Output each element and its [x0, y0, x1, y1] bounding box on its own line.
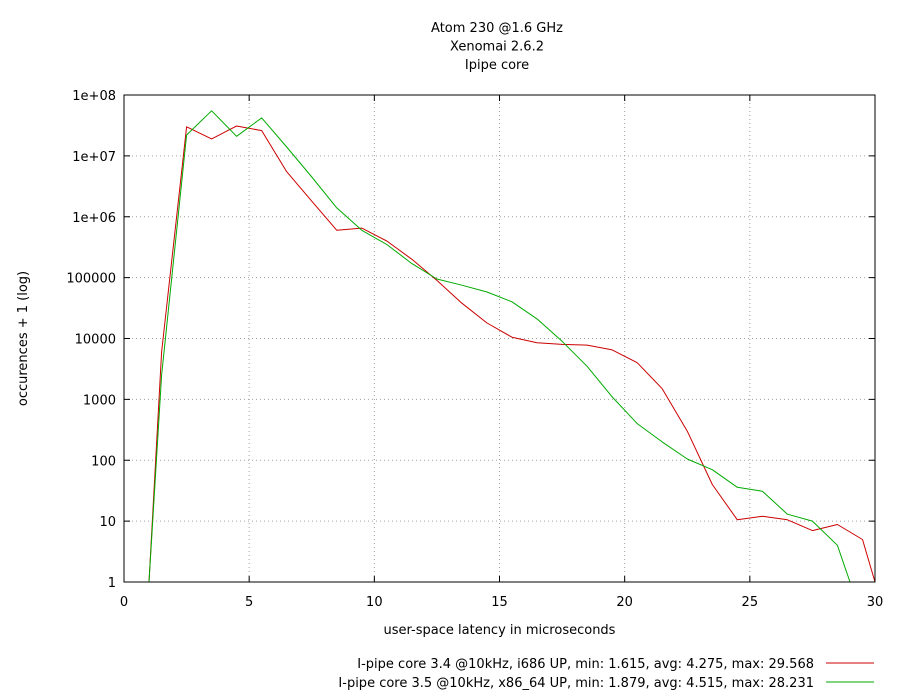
chart-series — [148, 110, 876, 583]
x-tick-label: 15 — [491, 595, 508, 610]
chart-title: Atom 230 @1.6 GHz Xenomai 2.6.2 Ipipe core — [431, 21, 563, 73]
y-tick-label: 1000 — [83, 393, 116, 408]
y-axis-label: occurences + 1 (log) — [16, 271, 31, 406]
chart-grid — [124, 95, 875, 582]
y-tick-label: 1e+06 — [72, 211, 116, 226]
x-axis-label: user-space latency in microseconds — [384, 623, 616, 638]
y-tick-label: 1e+07 — [72, 150, 116, 165]
y-tick-label: 1 — [108, 576, 116, 591]
series-line-2 — [148, 110, 851, 583]
x-tick-label: 30 — [867, 595, 884, 610]
title-line: Xenomai 2.6.2 — [450, 40, 544, 55]
y-tick-label: 10 — [99, 515, 116, 530]
title-line: Ipipe core — [465, 58, 529, 73]
chart-legend: I-pipe core 3.4 @10kHz, i686 UP, min: 1.… — [338, 657, 874, 691]
legend-entry-label: I-pipe core 3.4 @10kHz, i686 UP, min: 1.… — [357, 657, 814, 672]
x-tick-label: 10 — [366, 595, 383, 610]
y-tick-label: 10000 — [75, 333, 116, 348]
chart-ticks: 0 5 10 15 20 25 30 1 10 100 1000 10000 100000 1e+06 1e… — [66, 89, 883, 610]
legend-entry-label: I-pipe core 3.5 @10kHz, x86_64 UP, min: … — [338, 676, 814, 691]
title-line: Atom 230 @1.6 GHz — [431, 21, 563, 36]
x-tick-label: 5 — [245, 595, 253, 610]
x-tick-label: 0 — [120, 595, 128, 610]
y-tick-label: 100 — [91, 454, 116, 469]
series-line-1 — [148, 125, 876, 583]
x-tick-label: 25 — [742, 595, 759, 610]
y-tick-label: 1e+08 — [72, 89, 116, 104]
x-tick-label: 20 — [616, 595, 633, 610]
y-tick-label: 100000 — [66, 272, 116, 287]
